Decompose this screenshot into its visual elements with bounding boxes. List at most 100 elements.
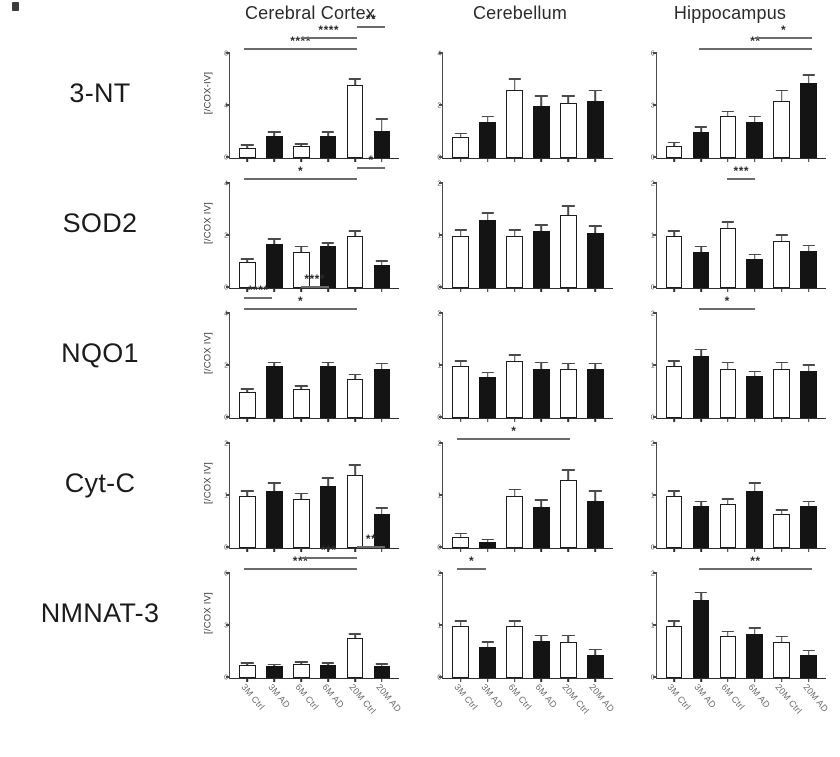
bar-20m-ctrl xyxy=(346,475,364,548)
error-bar-cap xyxy=(508,488,521,491)
y-tick-mark xyxy=(439,156,444,158)
bar-slot xyxy=(528,54,555,162)
bar-slot xyxy=(474,184,501,292)
error-bar-cap xyxy=(562,95,575,97)
error-bar xyxy=(459,621,462,627)
error-bar xyxy=(459,361,462,367)
error-bar-cap xyxy=(775,234,788,236)
error-bar-cap xyxy=(241,258,254,260)
y-tick-mark xyxy=(652,546,657,548)
bar-slot xyxy=(501,444,528,552)
bar-slot xyxy=(528,444,555,552)
bar-slot xyxy=(501,184,528,292)
bar-slot xyxy=(528,314,555,422)
x-tick-mark xyxy=(486,288,489,292)
bar-6m-ctrl xyxy=(719,116,737,158)
error-bar xyxy=(567,206,570,217)
bar-6m-ad xyxy=(746,633,764,678)
bar-3m-ad xyxy=(692,251,710,288)
bar-slot xyxy=(714,54,741,162)
bar-3m-ctrl xyxy=(452,626,470,678)
plot-area: ** xyxy=(652,555,826,682)
significance-bracket xyxy=(457,568,486,570)
y-tick-label: 2 xyxy=(650,570,655,578)
y-axis-label: [/COX IV] xyxy=(200,158,216,288)
chart-panel: 0 1 2 * xyxy=(627,288,840,422)
y-tick-label: 4 xyxy=(437,50,442,58)
error-bar xyxy=(354,634,356,640)
bar-6m-ad xyxy=(319,485,337,548)
bar-slot xyxy=(714,574,741,682)
y-tick-mark xyxy=(652,182,657,184)
significance-bracket xyxy=(244,48,357,50)
x-tick-mark xyxy=(486,418,489,422)
error-bar xyxy=(459,534,462,538)
x-label-slot: 3M Ctrl xyxy=(446,678,479,754)
error-bar-cap xyxy=(694,348,708,351)
bar-20m-ctrl xyxy=(560,641,577,678)
plot-area xyxy=(439,52,613,162)
bar-20m-ad xyxy=(586,501,604,548)
bar-slot xyxy=(474,574,501,682)
y-tick-mark xyxy=(226,156,230,158)
bar-3m-ad xyxy=(692,506,710,548)
chart-panel: [/COX IV] 0 2 4 * * xyxy=(200,153,413,292)
bar-slot xyxy=(795,444,822,552)
x-label-slot: 3M AD xyxy=(687,678,719,754)
error-bar xyxy=(300,247,303,253)
error-bar-cap xyxy=(775,635,788,638)
x-tick-mark xyxy=(594,418,597,422)
column-header-cerebellum: Cerebellum xyxy=(472,3,568,23)
y-tick-mark xyxy=(226,286,230,288)
plot-area: **** **** ** xyxy=(226,13,400,162)
bar-slot xyxy=(342,444,369,552)
bar-slot xyxy=(741,574,768,682)
error-bar xyxy=(567,364,570,370)
bar-6m-ctrl xyxy=(719,368,737,418)
significance-bracket xyxy=(244,568,357,570)
bar-slot xyxy=(688,54,715,162)
significance-stars: * xyxy=(368,153,374,167)
error-bar-cap xyxy=(481,538,494,541)
chart-row-cyt-c: Cyt-C [/COX IV] 0 1 2 0 1 2 * 0 1 2 xyxy=(0,418,840,552)
error-bar xyxy=(381,508,383,516)
x-label-slot: 20M Ctrl xyxy=(341,678,378,754)
error-bar xyxy=(381,261,383,266)
bar-20m-ad xyxy=(800,250,817,288)
x-tick-mark xyxy=(807,548,810,552)
chart-panel: 0 2 4 xyxy=(413,28,626,162)
bar-3m-ctrl xyxy=(239,665,256,678)
x-tick-mark xyxy=(273,288,276,292)
y-tick-mark xyxy=(226,572,230,574)
error-bar-cap xyxy=(508,353,521,356)
plot-area: *** xyxy=(652,24,826,162)
bar-slot xyxy=(661,184,688,292)
bar-slot xyxy=(288,314,315,422)
error-bar-cap xyxy=(454,532,467,535)
error-bar-cap xyxy=(375,260,389,262)
bar-slot xyxy=(768,184,795,292)
y-tick-label: 4 xyxy=(224,310,228,318)
x-label-slot: 20M AD xyxy=(582,678,617,754)
x-tick-mark xyxy=(246,678,249,682)
chart-panel: 0 1 2 xyxy=(413,288,626,422)
x-label-slot: 6M AD xyxy=(528,678,559,754)
x-tick-mark xyxy=(807,288,810,292)
bar-slot xyxy=(288,54,315,162)
error-bar xyxy=(700,247,702,253)
error-bar xyxy=(513,230,516,237)
y-axis-label xyxy=(627,158,643,288)
y-tick-label: 2 xyxy=(650,180,655,188)
bar-slot xyxy=(447,574,474,682)
bar-slot xyxy=(661,314,688,422)
x-tick-mark xyxy=(753,418,756,422)
x-tick-mark xyxy=(594,678,597,682)
bar-20m-ctrl xyxy=(560,215,577,288)
x-tick-mark xyxy=(459,418,462,422)
plot-area xyxy=(439,312,613,422)
error-bar-cap xyxy=(375,118,389,120)
y-tick-mark xyxy=(439,234,444,236)
y-tick-mark xyxy=(652,104,657,106)
error-bar-cap xyxy=(775,89,788,92)
row-label-nmnat-3: NMNAT-3 xyxy=(40,597,160,628)
